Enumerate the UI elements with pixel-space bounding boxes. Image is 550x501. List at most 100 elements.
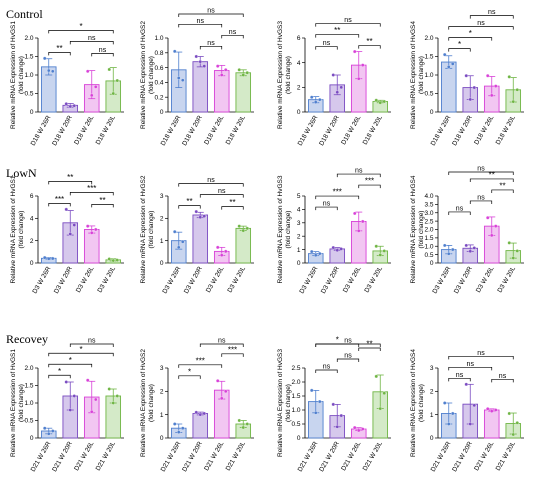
data-point	[72, 103, 77, 108]
data-point	[237, 224, 241, 228]
y-tick-label: 2.0	[291, 379, 300, 386]
x-tick-label: D21 W 20L	[95, 440, 118, 472]
data-point	[360, 63, 365, 67]
data-point	[115, 258, 120, 262]
data-point	[331, 402, 335, 407]
data-point	[202, 411, 206, 416]
data-point	[446, 252, 451, 256]
data-point	[309, 388, 314, 393]
data-point	[115, 78, 120, 83]
x-tick-label: D21 W 20R	[318, 440, 341, 473]
data-point	[107, 257, 112, 261]
significance-bracket	[336, 358, 360, 362]
x-tick-label: D18 W 26R	[297, 114, 320, 147]
data-point	[317, 399, 322, 404]
significance-label: ns	[99, 47, 107, 54]
significance-label: **	[56, 44, 62, 53]
data-point	[507, 411, 511, 416]
y-tick-label: 0.5	[424, 91, 433, 98]
significance-label: ns	[477, 194, 485, 201]
x-tick-label: D3 W 20L	[226, 265, 247, 294]
data-point	[309, 95, 314, 99]
data-point	[493, 224, 498, 228]
y-tick-label: 2.5	[424, 218, 433, 225]
y-tick-label: 1.0	[424, 243, 433, 250]
data-point	[198, 412, 202, 417]
significance-label: **	[186, 197, 192, 206]
significance-label: *	[79, 22, 82, 31]
data-point	[111, 91, 116, 96]
significance-bracket	[315, 206, 338, 211]
significance-label: ns	[467, 361, 475, 368]
significance-label: ns	[323, 364, 331, 371]
x-tick-label: D21 W 26L	[340, 440, 363, 472]
significance-bracket	[69, 41, 114, 45]
x-tick-label: D18 W 26R	[160, 114, 183, 147]
y-tick-label: 1.5	[424, 235, 433, 242]
y-tick-label: 0	[297, 260, 301, 267]
data-point	[107, 67, 112, 72]
bar	[483, 409, 500, 439]
data-point	[468, 97, 472, 102]
x-tick-label: D3 W 20R	[320, 265, 341, 295]
y-tick-label: 2.0	[424, 227, 433, 234]
significance-bracket	[69, 343, 114, 347]
data-point	[352, 211, 357, 216]
y-axis-label-line2: (fold change)	[418, 56, 425, 94]
data-point	[335, 425, 339, 429]
data-point	[215, 245, 220, 250]
significance-bracket	[178, 183, 244, 187]
y-axis-label: Relative mRNA Expression of HvGS3	[277, 349, 284, 457]
significance-label: *	[336, 336, 339, 345]
data-point	[511, 99, 515, 104]
data-point	[450, 62, 455, 66]
data-point	[472, 85, 476, 90]
y-tick-label: 1	[430, 412, 434, 419]
bar	[213, 70, 230, 113]
significance-label: ***	[365, 177, 374, 186]
y-axis-label-line2: (fold change)	[418, 211, 425, 249]
significance-label: ns	[477, 20, 485, 27]
data-point	[446, 65, 451, 69]
data-point	[68, 232, 73, 236]
significance-label: ns	[323, 40, 331, 47]
significance-bracket	[448, 211, 471, 215]
significance-label: ***	[196, 356, 205, 365]
significance-label: ns	[229, 29, 237, 36]
data-point	[72, 223, 77, 227]
chart-panel: 00.5 1.01.52.0 2.53.03.5 4.0 Relative mRNA E…	[410, 166, 524, 295]
significance-bracket	[469, 178, 514, 182]
data-point	[223, 68, 228, 72]
y-axis-label: Relative mRNA Expression of HvGS4	[410, 21, 417, 129]
significance-label: **	[99, 196, 105, 205]
significance-label: ns	[456, 205, 464, 212]
y-tick-label: 2	[297, 233, 301, 240]
data-point	[68, 408, 73, 412]
data-point	[107, 387, 112, 391]
data-point	[485, 216, 490, 220]
x-tick-label: D21 W 20L	[362, 440, 385, 472]
x-tick-label: D18 W 20L	[95, 114, 118, 146]
data-point	[68, 104, 73, 109]
x-tick-label: D21 W 26R	[30, 440, 53, 473]
data-point	[374, 374, 378, 379]
y-tick-label: 2	[297, 85, 301, 92]
data-point	[468, 249, 472, 254]
data-point	[378, 253, 382, 257]
data-point	[356, 428, 361, 433]
data-point	[172, 49, 177, 54]
y-axis-label: Relative mRNA Expression of HvGS2	[140, 21, 147, 129]
y-axis-label-line2: (fold change)	[18, 56, 25, 94]
x-tick-label: D18 W 26L	[340, 114, 363, 146]
y-tick-label: 4	[297, 207, 301, 214]
significance-bracket	[448, 377, 471, 382]
significance-bracket	[48, 52, 71, 56]
y-tick-label: 0	[430, 260, 434, 267]
significance-label: *	[79, 345, 82, 354]
x-tick-label: D3 W 20L	[363, 265, 384, 294]
data-point	[219, 73, 224, 77]
data-point	[339, 413, 343, 418]
x-tick-label: D18 W 20L	[495, 114, 518, 146]
x-tick-label: D21 W 20R	[451, 440, 474, 473]
y-tick-label: 4	[297, 60, 301, 67]
